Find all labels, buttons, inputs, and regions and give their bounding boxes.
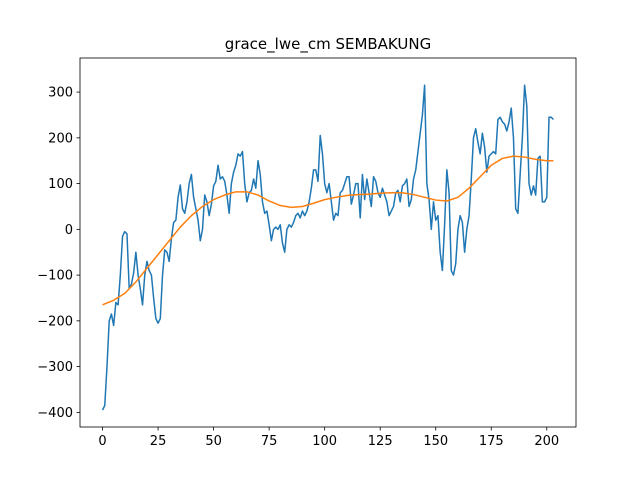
x-tick-label: 150 [423, 434, 448, 449]
x-tick-label: 0 [98, 434, 106, 449]
y-tick-label: 200 [48, 131, 73, 146]
y-tick-label: −400 [37, 406, 73, 421]
x-tick-label: 50 [205, 434, 222, 449]
x-tick-label: 125 [368, 434, 393, 449]
series-line [102, 155, 554, 306]
x-tick-label: 75 [261, 434, 278, 449]
series-line [101, 84, 554, 411]
x-tick-label: 25 [150, 434, 167, 449]
y-tick-label: 300 [48, 86, 73, 101]
chart-title: grace_lwe_cm SEMBAKUNG [225, 35, 431, 54]
y-tick-label: −300 [37, 360, 73, 375]
x-tick-label: 100 [312, 434, 337, 449]
x-tick-label: 200 [534, 434, 559, 449]
x-tick-label: 175 [479, 434, 504, 449]
y-tick-label: 100 [48, 177, 73, 192]
y-tick-label: −100 [37, 269, 73, 284]
y-tick-label: −200 [37, 314, 73, 329]
plot-frame [79, 57, 577, 428]
y-tick-label: 0 [65, 223, 73, 238]
